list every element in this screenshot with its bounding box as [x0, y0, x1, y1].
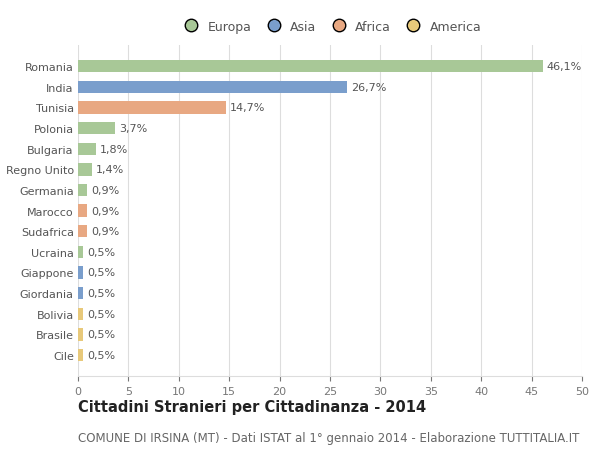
Bar [78, 308, 83, 320]
Bar [78, 185, 87, 197]
Text: Cittadini Stranieri per Cittadinanza - 2014: Cittadini Stranieri per Cittadinanza - 2… [78, 399, 426, 414]
Bar [78, 82, 347, 94]
Text: 46,1%: 46,1% [547, 62, 582, 72]
Text: 0,5%: 0,5% [87, 330, 115, 340]
Text: 0,9%: 0,9% [91, 206, 119, 216]
Text: 1,4%: 1,4% [96, 165, 124, 175]
Bar [78, 329, 83, 341]
Text: 26,7%: 26,7% [351, 83, 386, 93]
Text: 1,8%: 1,8% [100, 145, 128, 154]
Bar [78, 205, 87, 217]
Bar [78, 349, 83, 361]
Bar [78, 102, 226, 114]
Bar [78, 61, 542, 73]
Text: 0,9%: 0,9% [91, 227, 119, 237]
Text: 0,9%: 0,9% [91, 185, 119, 196]
Bar [78, 287, 83, 300]
Legend: Europa, Asia, Africa, America: Europa, Asia, Africa, America [173, 16, 487, 39]
Text: 14,7%: 14,7% [230, 103, 266, 113]
Text: 0,5%: 0,5% [87, 268, 115, 278]
Bar [78, 143, 96, 156]
Text: 0,5%: 0,5% [87, 247, 115, 257]
Text: 0,5%: 0,5% [87, 288, 115, 298]
Bar [78, 164, 92, 176]
Bar [78, 246, 83, 258]
Text: 0,5%: 0,5% [87, 309, 115, 319]
Bar [78, 225, 87, 238]
Text: 0,5%: 0,5% [87, 350, 115, 360]
Bar [78, 123, 115, 135]
Text: 3,7%: 3,7% [119, 124, 148, 134]
Bar [78, 267, 83, 279]
Text: COMUNE DI IRSINA (MT) - Dati ISTAT al 1° gennaio 2014 - Elaborazione TUTTITALIA.: COMUNE DI IRSINA (MT) - Dati ISTAT al 1°… [78, 431, 580, 444]
